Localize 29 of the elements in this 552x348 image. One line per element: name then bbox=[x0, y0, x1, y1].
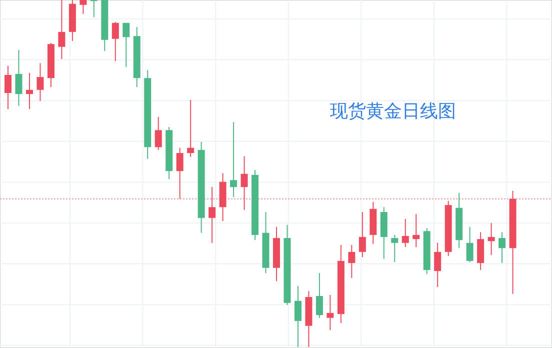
candlestick bbox=[348, 244, 356, 278]
candlestick bbox=[80, 0, 87, 14]
candlestick bbox=[122, 22, 130, 68]
candlestick bbox=[477, 232, 484, 270]
candlestick bbox=[26, 72, 33, 110]
candlestick bbox=[187, 99, 194, 158]
candlestick bbox=[488, 222, 495, 256]
candlestick bbox=[294, 285, 302, 348]
candlestick bbox=[358, 212, 366, 258]
candlestick bbox=[154, 116, 162, 150]
candlestick bbox=[391, 234, 398, 262]
candlestick bbox=[412, 214, 420, 248]
candlestick bbox=[58, 0, 66, 60]
candlestick bbox=[176, 147, 184, 200]
candlestick bbox=[466, 226, 474, 262]
candlestick bbox=[4, 65, 12, 110]
candlestick bbox=[208, 186, 216, 244]
candlestick bbox=[316, 272, 323, 318]
candlestick bbox=[112, 21, 119, 62]
candlestick bbox=[498, 232, 506, 264]
candlestick bbox=[402, 218, 409, 248]
candlestick bbox=[230, 122, 238, 198]
candlestick bbox=[326, 294, 334, 330]
candlestick bbox=[36, 62, 44, 102]
candlestick bbox=[90, 0, 98, 18]
text: 现货黄金日线图 bbox=[330, 101, 456, 122]
candlestick bbox=[240, 156, 248, 210]
candlestick bbox=[15, 49, 22, 106]
candlestick bbox=[434, 242, 442, 288]
